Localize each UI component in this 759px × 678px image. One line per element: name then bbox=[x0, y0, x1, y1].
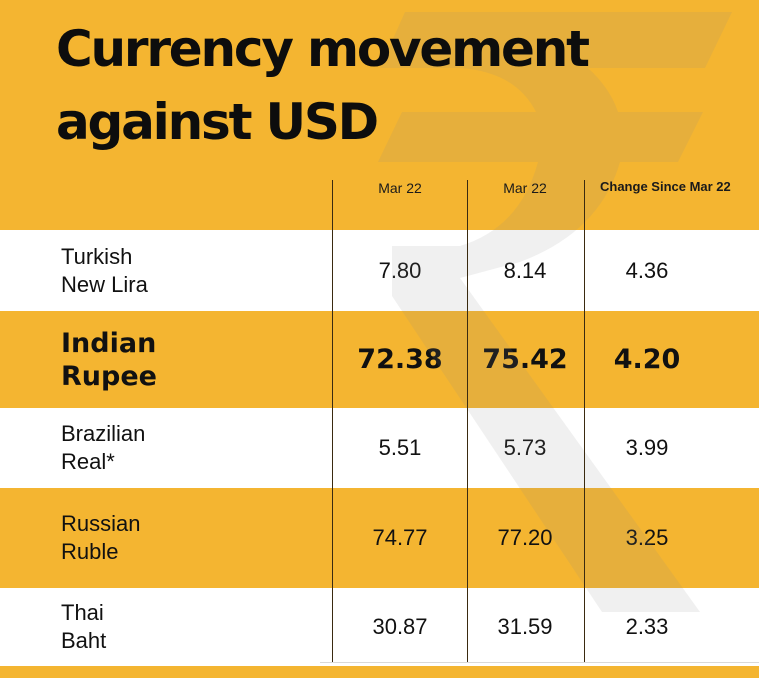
table-row: Thai Baht 30.87 31.59 2.33 bbox=[0, 588, 759, 666]
table-cell-value: 72.38 bbox=[357, 344, 443, 375]
table-cell-value: 75.42 bbox=[482, 344, 568, 375]
table-cell-value: 74.77 bbox=[372, 525, 428, 550]
table-cell-value: 5.51 bbox=[378, 435, 422, 460]
table-cell-value: 8.14 bbox=[503, 258, 547, 283]
table-cell-value: 2.33 bbox=[625, 614, 669, 639]
table-cell-value: 4.20 bbox=[613, 344, 681, 375]
row-label: Turkish New Lira bbox=[61, 244, 148, 297]
column-divider-2 bbox=[467, 180, 468, 662]
table-row: Indian Rupee 72.38 75.42 4.20 bbox=[0, 311, 759, 408]
column-header-1: Mar 22 bbox=[378, 180, 422, 196]
table-cell-value: 3.25 bbox=[625, 525, 669, 550]
column-divider-1 bbox=[332, 180, 333, 662]
table-row: Brazilian Real* 5.51 5.73 3.99 bbox=[0, 408, 759, 488]
table-bottom-rule bbox=[320, 662, 759, 663]
table-cell-value: 5.73 bbox=[503, 435, 547, 460]
table-cell-value: 4.36 bbox=[625, 258, 669, 283]
table-cell-value: 7.80 bbox=[378, 258, 422, 283]
column-header-change: Change Since Mar 22 bbox=[600, 179, 731, 194]
table-row: Turkish New Lira 7.80 8.14 4.36 bbox=[0, 230, 759, 311]
table-cell-value: 30.87 bbox=[372, 614, 428, 639]
column-divider-3 bbox=[584, 180, 585, 662]
row-label: Brazilian Real* bbox=[61, 421, 146, 474]
chart-title-line-2: against USD bbox=[56, 93, 379, 151]
row-label: Thai Baht bbox=[61, 600, 107, 653]
table-cell-value: 31.59 bbox=[497, 614, 553, 639]
row-label: Indian Rupee bbox=[61, 328, 157, 392]
column-header-2: Mar 22 bbox=[503, 180, 547, 196]
table-cell-value: 3.99 bbox=[625, 435, 669, 460]
table-row: Russian Ruble 74.77 77.20 3.25 bbox=[0, 488, 759, 588]
table-cell-value: 77.20 bbox=[497, 525, 553, 550]
chart-title-line-1: Currency movement bbox=[56, 20, 590, 78]
row-label: Russian Ruble bbox=[61, 511, 141, 564]
